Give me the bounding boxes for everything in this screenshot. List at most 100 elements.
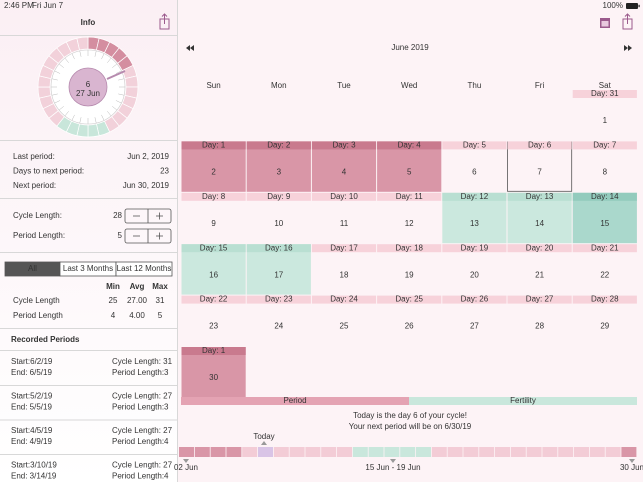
day-label-bar[interactable] — [311, 244, 377, 253]
day-number: 21 — [535, 270, 544, 279]
period-stepper[interactable] — [124, 228, 172, 244]
day-label: Day: 1 — [202, 141, 226, 150]
day-label: Day: 9 — [267, 192, 291, 201]
tab[interactable] — [115, 261, 173, 277]
record-cycle: Cycle Length: 27 — [112, 461, 173, 470]
timeline-block — [242, 447, 258, 457]
day-label-bar[interactable] — [181, 347, 246, 355]
timeline-today: Today — [253, 432, 274, 441]
day-label: Day: 14 — [591, 192, 619, 201]
share-button-right[interactable] — [622, 13, 633, 30]
day-label-bar[interactable] — [311, 141, 377, 150]
share-button[interactable] — [159, 13, 170, 30]
wheel-tick — [118, 78, 125, 81]
day-label: Day: 12 — [461, 192, 489, 201]
day-number: 27 — [470, 322, 479, 331]
timeline-block — [210, 447, 226, 457]
day-label-bar[interactable] — [507, 141, 572, 150]
day-label-bar[interactable] — [572, 244, 637, 253]
summary-value: Jun 30, 2019 — [123, 181, 170, 190]
record-end: End: 6/5/19 — [11, 368, 52, 377]
timeline-block — [384, 447, 400, 457]
day-number: 14 — [535, 219, 544, 228]
day-cell-fill — [377, 141, 442, 192]
day-label-bar[interactable] — [246, 244, 311, 253]
day-cell-fill — [572, 192, 637, 244]
calendar-button[interactable] — [600, 18, 610, 28]
day-label-bar[interactable] — [246, 295, 311, 304]
day-label-bar[interactable] — [442, 141, 507, 150]
day-label-bar[interactable] — [572, 141, 637, 150]
timeline-block — [447, 447, 463, 457]
weekday: Thu — [468, 81, 482, 90]
day-label-bar[interactable] — [246, 141, 311, 150]
day-cell-fill — [507, 192, 572, 244]
setting-value: 28 — [113, 211, 122, 220]
wheel-tick — [101, 53, 105, 60]
timeline-mark: 30 Jun — [620, 463, 643, 472]
day-number: 4 — [342, 168, 347, 177]
prev-month[interactable] — [186, 45, 194, 51]
day-label-bar[interactable] — [377, 244, 442, 253]
day-label-bar[interactable] — [246, 192, 311, 201]
stats-row-label: Period Length — [13, 311, 63, 320]
wheel-day: 6 — [86, 80, 91, 89]
day-label-bar[interactable] — [311, 295, 377, 304]
day-label-bar[interactable] — [442, 192, 507, 201]
day-cell-fill — [181, 244, 246, 295]
day-label-bar[interactable] — [572, 295, 637, 304]
wheel-tick — [54, 70, 61, 74]
day-label-bar[interactable] — [442, 244, 507, 253]
wheel-tick — [115, 100, 122, 104]
day-label: Day: 7 — [593, 141, 617, 150]
day-label: Day: 31 — [591, 89, 619, 98]
wheel-tick — [71, 114, 75, 121]
day-label: Day: 13 — [526, 192, 554, 201]
wheel-tick — [58, 63, 64, 68]
day-label: Day: 24 — [330, 295, 358, 304]
day-label-bar[interactable] — [311, 192, 377, 201]
day-label: Day: 11 — [396, 192, 424, 201]
timeline-pointer — [183, 459, 189, 463]
wheel-tick — [64, 57, 69, 63]
timeline-block — [605, 447, 621, 457]
day-number: 25 — [340, 322, 349, 331]
wheel-tick — [64, 111, 69, 117]
next-month[interactable] — [624, 45, 632, 51]
day-label-bar[interactable] — [507, 295, 572, 304]
day-label: Day: 17 — [330, 243, 358, 252]
day-number: 10 — [274, 219, 283, 228]
wheel-tick — [54, 100, 61, 104]
timeline-block — [510, 447, 526, 457]
day-label-bar[interactable] — [181, 244, 246, 253]
day-label-bar[interactable] — [181, 192, 246, 201]
day-label-bar[interactable] — [507, 244, 572, 253]
day-label-bar[interactable] — [377, 192, 442, 201]
wheel-pointer — [106, 70, 126, 80]
day-label-bar[interactable] — [377, 295, 442, 304]
day-number: 29 — [600, 322, 609, 331]
record-period: Period Length:3 — [112, 403, 169, 412]
wheel-tick — [79, 117, 82, 124]
wheel-tick — [51, 78, 58, 81]
timeline-block — [479, 447, 495, 457]
wheel-date: 27 Jun — [76, 89, 100, 98]
timeline-block — [289, 447, 305, 457]
wheel-tick — [58, 106, 64, 111]
day-label-bar[interactable] — [572, 192, 637, 201]
wheel-tick — [112, 63, 118, 68]
weekday: Wed — [401, 81, 417, 90]
day-label-bar[interactable] — [572, 90, 637, 98]
day-number: 2 — [211, 168, 216, 177]
day-number: 5 — [407, 168, 412, 177]
day-number: 7 — [537, 168, 542, 177]
stats-cell: 27.00 — [127, 296, 148, 305]
day-number: 12 — [405, 219, 414, 228]
day-number: 3 — [277, 168, 282, 177]
day-label-bar[interactable] — [181, 141, 246, 150]
day-label-bar[interactable] — [442, 295, 507, 304]
day-label-bar[interactable] — [507, 192, 572, 201]
day-label-bar[interactable] — [181, 295, 246, 304]
day-label-bar[interactable] — [377, 141, 442, 150]
cycle-stepper[interactable] — [124, 208, 172, 224]
